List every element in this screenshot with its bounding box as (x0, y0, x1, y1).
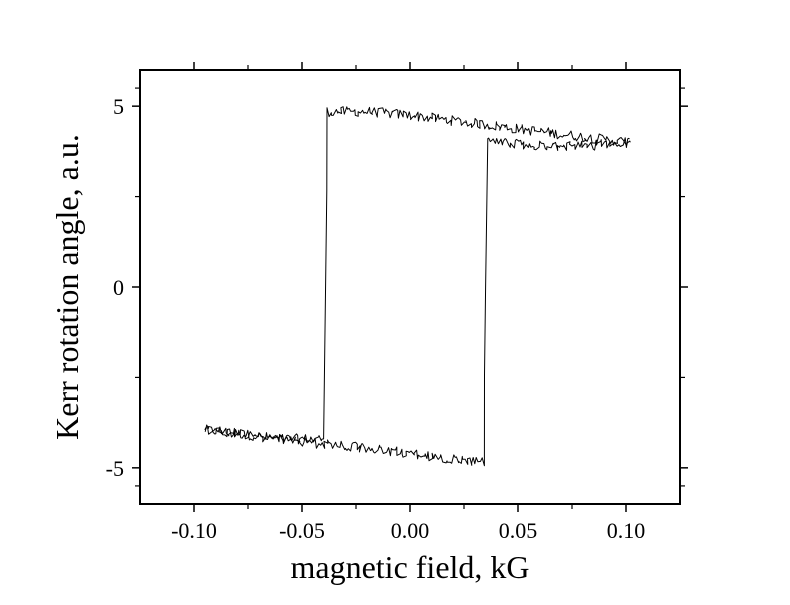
y-tick-label: -5 (106, 456, 124, 481)
y-tick-label: 0 (113, 275, 124, 300)
x-tick-label: -0.10 (171, 518, 217, 543)
x-tick-label: 0.00 (391, 518, 430, 543)
hysteresis-branch-1 (204, 106, 631, 445)
hysteresis-branch-2 (204, 137, 630, 467)
x-tick-label: 0.10 (607, 518, 646, 543)
y-axis-label: Kerr rotation angle, a.u. (49, 134, 85, 440)
x-tick-label: 0.05 (499, 518, 538, 543)
tick-labels: -0.10 -0.05 0.00 0.05 0.10 5 0 -5 (106, 94, 646, 543)
x-tick-label: -0.05 (279, 518, 325, 543)
data-traces (204, 106, 631, 467)
x-axis-label: magnetic field, kG (290, 549, 529, 585)
y-tick-label: 5 (113, 94, 124, 119)
axis-ticks (132, 62, 688, 512)
